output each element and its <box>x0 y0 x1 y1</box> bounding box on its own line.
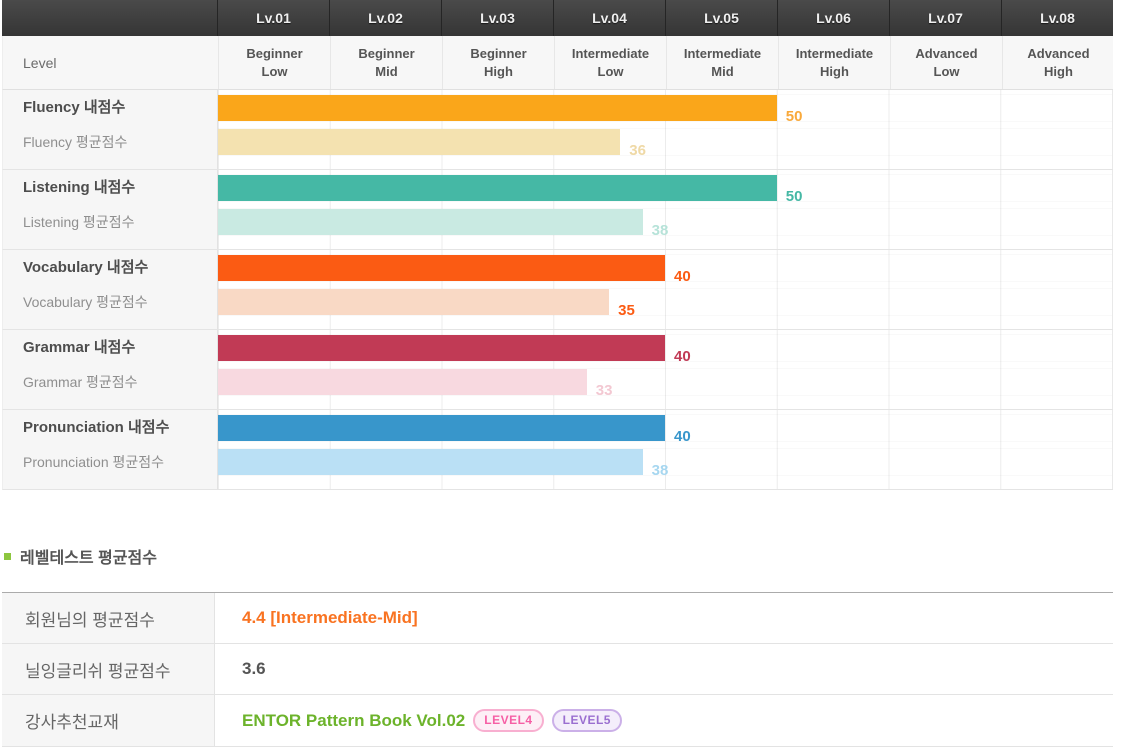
site-average-label: 닐잉글리쉬 평균점수 <box>2 644 215 694</box>
summary-table: 회원님의 평균점수 4.4 [Intermediate-Mid] 닐잉글리쉬 평… <box>2 592 1113 747</box>
skill-block-pronunciation: Pronunciation 내점수 Pronunciation 평균점수 40 … <box>2 410 1113 490</box>
vocabulary-avg-bar <box>218 289 610 315</box>
level5-badge: LEVEL5 <box>551 709 622 732</box>
vocabulary-my-label: Vocabulary 내점수 <box>23 259 149 276</box>
level-row-label: Level <box>23 54 57 71</box>
level-name-6: Intermediate High <box>778 36 890 89</box>
vocabulary-my-bar <box>218 255 665 281</box>
pronunciation-avg-label: Pronunciation 평균점수 <box>23 454 165 470</box>
grammar-avg-bar <box>218 369 587 395</box>
vocabulary-avg-value: 35 <box>618 302 635 319</box>
fluency-bars: 50 36 <box>218 90 1113 169</box>
member-average-label: 회원님의 평균점수 <box>2 593 215 643</box>
skill-block-grammar: Grammar 내점수 Grammar 평균점수 40 33 <box>2 330 1113 410</box>
skill-block-vocabulary: Vocabulary 내점수 Vocabulary 평균점수 40 35 <box>2 250 1113 330</box>
summary-row-site-average: 닐잉글리쉬 평균점수 3.6 <box>2 644 1113 695</box>
header-lv07: Lv.07 <box>889 0 1001 36</box>
level4-badge: LEVEL4 <box>473 709 544 732</box>
grammar-my-bar <box>218 335 665 361</box>
skill-block-fluency: Fluency 내점수 Fluency 평균점수 50 36 <box>2 90 1113 170</box>
pronunciation-my-label: Pronunciation 내점수 <box>23 419 170 436</box>
level-name-8: Advanced High <box>1002 36 1114 89</box>
square-bullet-icon <box>4 552 11 560</box>
listening-my-bar <box>218 175 777 201</box>
level-name-4: Intermediate Low <box>554 36 666 89</box>
grammar-my-value: 40 <box>674 348 691 365</box>
grammar-bars: 40 33 <box>218 330 1113 409</box>
vocabulary-bars: 40 35 <box>218 250 1113 329</box>
level-name-1: Beginner Low <box>218 36 330 89</box>
header-lv03: Lv.03 <box>441 0 553 36</box>
listening-avg-bar <box>218 209 643 235</box>
summary-row-member-average: 회원님의 평균점수 4.4 [Intermediate-Mid] <box>2 593 1113 644</box>
pronunciation-avg-value: 38 <box>651 462 669 479</box>
grammar-my-label: Grammar 내점수 <box>23 339 136 356</box>
level-name-2: Beginner Mid <box>330 36 442 89</box>
header-lv01: Lv.01 <box>217 0 329 36</box>
fluency-avg-label: Fluency 평균점수 <box>23 134 128 150</box>
pronunciation-bars: 40 38 <box>218 410 1113 489</box>
fluency-my-bar <box>218 95 777 121</box>
header-lv06: Lv.06 <box>777 0 889 36</box>
header-lv04: Lv.04 <box>553 0 665 36</box>
listening-avg-value: 38 <box>651 222 669 239</box>
skill-block-listening: Listening 내점수 Listening 평균점수 50 38 <box>2 170 1113 250</box>
header-spacer <box>2 0 217 36</box>
summary-section-title: 레벨테스트 평균점수 <box>4 546 1113 567</box>
pronunciation-avg-bar <box>218 449 643 475</box>
level-name-row: Level Beginner Low Beginner Mid Beginner Hi… <box>2 36 1113 90</box>
pronunciation-my-bar <box>218 415 665 441</box>
listening-my-value: 50 <box>785 188 803 205</box>
fluency-avg-bar <box>218 129 621 155</box>
recommended-book-value: ENTOR Pattern Book Vol.02 <box>242 710 466 730</box>
level-header-row: Lv.01 Lv.02 Lv.03 Lv.04 Lv.05 Lv.06 Lv.0… <box>2 0 1113 36</box>
listening-bars: 50 38 <box>218 170 1113 249</box>
grammar-avg-label: Grammar 평균점수 <box>23 374 138 390</box>
header-lv05: Lv.05 <box>665 0 777 36</box>
vocabulary-avg-label: Vocabulary 평균점수 <box>23 294 148 310</box>
score-chart-table: Lv.01 Lv.02 Lv.03 Lv.04 Lv.05 Lv.06 Lv.0… <box>2 0 1113 490</box>
fluency-my-value: 50 <box>785 108 803 125</box>
listening-avg-label: Listening 평균점수 <box>23 214 135 230</box>
listening-my-label: Listening 내점수 <box>23 179 136 196</box>
level-name-5: Intermediate Mid <box>666 36 778 89</box>
vocabulary-my-value: 40 <box>674 268 691 285</box>
fluency-my-label: Fluency 내점수 <box>23 99 126 116</box>
recommended-book-label: 강사추천교재 <box>2 695 215 746</box>
header-lv08: Lv.08 <box>1001 0 1113 36</box>
summary-title-text: 레벨테스트 평균점수 <box>20 550 157 567</box>
site-average-value: 3.6 <box>242 659 266 678</box>
fluency-avg-value: 36 <box>629 142 646 159</box>
header-lv02: Lv.02 <box>329 0 441 36</box>
level-name-7: Advanced Low <box>890 36 1002 89</box>
member-average-value: 4.4 [Intermediate-Mid] <box>242 608 418 627</box>
level-name-3: Beginner High <box>442 36 554 89</box>
pronunciation-my-value: 40 <box>674 428 691 445</box>
grammar-avg-value: 33 <box>595 382 613 399</box>
summary-row-recommended-book: 강사추천교재 ENTOR Pattern Book Vol.02 LEVEL4 … <box>2 695 1113 746</box>
